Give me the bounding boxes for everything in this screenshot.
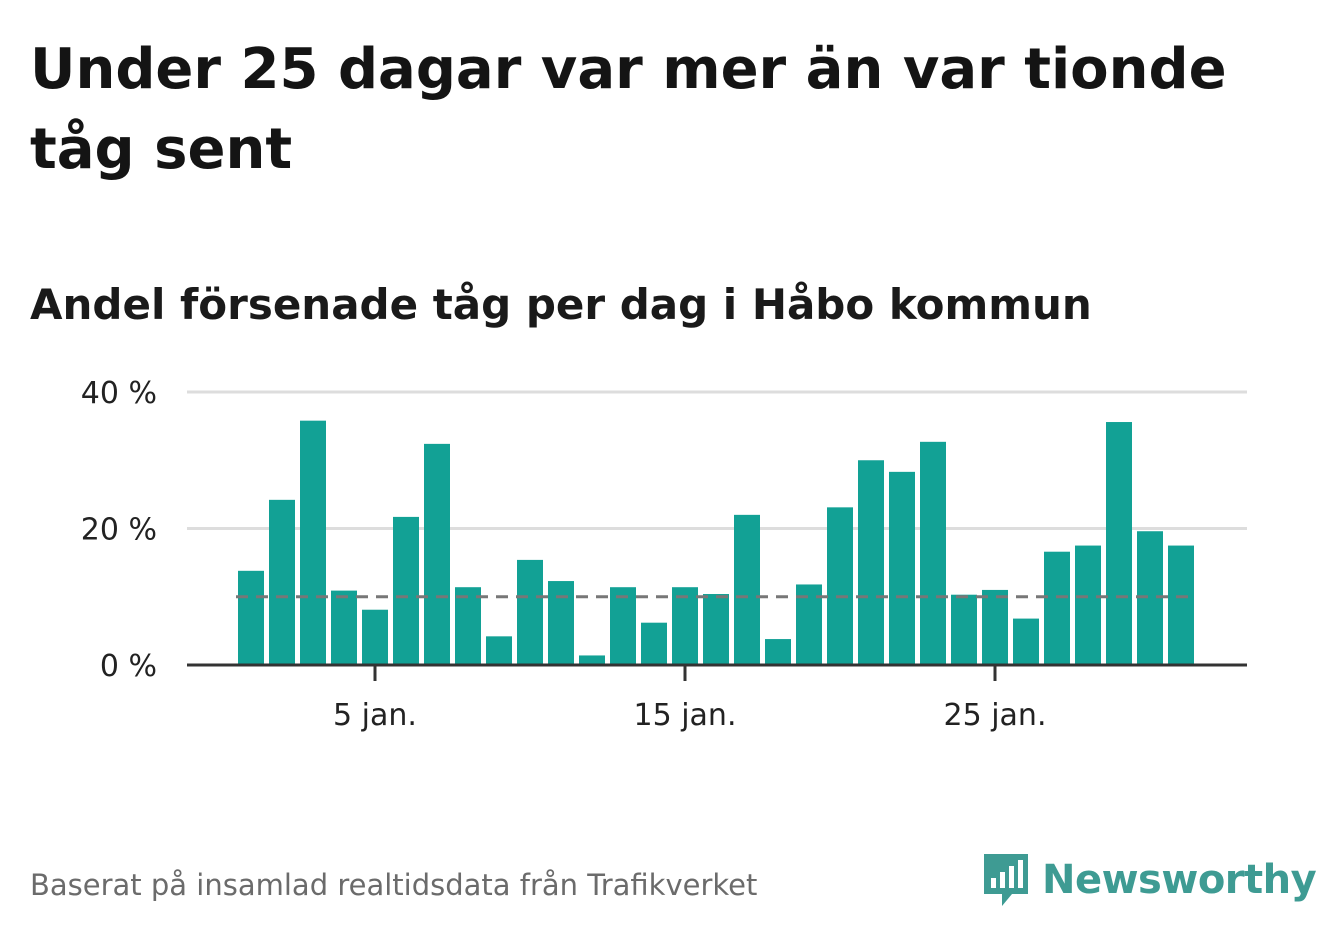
bar — [1044, 551, 1070, 665]
bar — [548, 581, 574, 665]
bar — [300, 420, 326, 665]
bar — [393, 516, 419, 665]
bar — [951, 594, 977, 665]
bar — [672, 587, 698, 665]
y-tick-label: 0 % — [100, 649, 157, 684]
bar — [1075, 545, 1101, 665]
bar — [641, 622, 667, 665]
x-tick-label: 25 jan. — [944, 698, 1047, 733]
bar — [455, 587, 481, 665]
newsworthy-logo-icon — [984, 854, 1028, 906]
bar — [703, 594, 729, 665]
bar — [238, 570, 264, 665]
bar — [734, 514, 760, 665]
bar — [827, 507, 853, 665]
bar — [269, 499, 295, 665]
bar — [858, 460, 884, 665]
bar — [982, 589, 1008, 665]
bar — [331, 590, 357, 665]
bar — [517, 559, 543, 665]
bar — [579, 655, 605, 665]
bar — [424, 443, 450, 665]
bar — [1106, 422, 1132, 665]
y-tick-label: 20 % — [81, 513, 157, 548]
bar — [889, 471, 915, 665]
bar-chart: 0 % 20 % 40 % 5 jan. 15 jan. 25 jan. — [81, 376, 1247, 733]
x-tick-label: 15 jan. — [634, 698, 737, 733]
brand-logo: Newsworthy — [980, 848, 1317, 912]
bar — [920, 441, 946, 665]
y-tick-label: 40 % — [81, 376, 157, 411]
x-tick-label: 5 jan. — [333, 698, 417, 733]
bar — [1013, 618, 1039, 665]
chart-subtitle: Andel försenade tåg per dag i Håbo kommu… — [30, 280, 1092, 329]
brand-name: Newsworthy — [1042, 857, 1317, 903]
bar — [1168, 545, 1194, 665]
bar — [765, 639, 791, 665]
bar — [362, 609, 388, 665]
source-note: Baserat på insamlad realtidsdata från Tr… — [30, 868, 758, 902]
bar — [486, 636, 512, 665]
bar — [610, 587, 636, 665]
chart-title: Under 25 dagar var mer än var tionde tåg… — [30, 37, 1227, 182]
